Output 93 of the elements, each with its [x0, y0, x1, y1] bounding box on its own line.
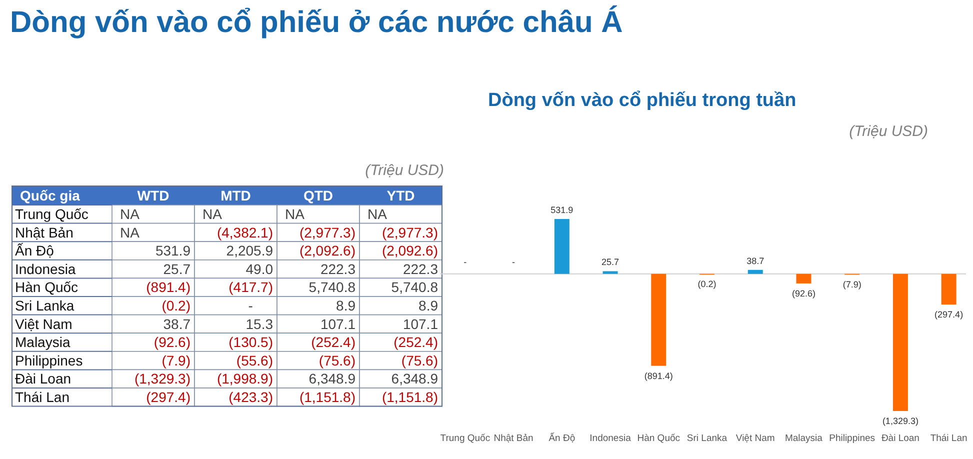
- chart-title: Dòng vốn vào cổ phiếu trong tuần: [488, 90, 796, 111]
- text: NA: [285, 206, 304, 222]
- y-tick-label: Hàn Quốc: [15, 279, 78, 296]
- data-label: (417.7): [228, 279, 273, 296]
- text: -: [464, 256, 467, 267]
- x-tick-label: MTD: [220, 188, 251, 204]
- bar: [892, 274, 908, 411]
- data-label: 8.9: [418, 298, 438, 314]
- data-label: (2,977.3): [382, 224, 438, 240]
- x-tick-label: Thái Lan: [930, 433, 968, 444]
- x-tick-label: Sri Lanka: [686, 433, 728, 444]
- data-label: 531.9: [550, 205, 574, 215]
- text: NA: [368, 206, 387, 222]
- data-label: 49.0: [246, 260, 274, 277]
- y-tick-label: Malaysia: [15, 334, 70, 350]
- data-label: (297.4): [146, 389, 190, 405]
- data-label: (891.4): [644, 370, 673, 381]
- text: -: [512, 256, 516, 267]
- data-label: (1,998.9): [216, 370, 273, 387]
- x-tick-label: QTD: [303, 188, 334, 204]
- text: NA: [202, 206, 222, 222]
- data-label: 25.7: [163, 260, 191, 277]
- y-tick-label: Philippines: [15, 352, 83, 368]
- data-label: 38.7: [746, 256, 764, 266]
- data-label: (7.9): [162, 352, 190, 368]
- data-label: (0.2): [698, 278, 716, 289]
- data-label: (75.6): [318, 352, 356, 368]
- data-label: (1,329.3): [134, 370, 190, 387]
- x-tick-label: Philippines: [829, 433, 876, 444]
- data-label: (1,151.8): [382, 389, 438, 405]
- data-label: (297.4): [934, 310, 964, 320]
- bar: [602, 271, 618, 274]
- text: (Triệu USD): [365, 162, 444, 179]
- bar: [748, 270, 763, 274]
- x-tick-label: Đài Loan: [881, 433, 920, 444]
- data-label: 25.7: [602, 257, 620, 268]
- data-label: 6,348.9: [308, 370, 356, 387]
- data-label: 15.3: [246, 316, 274, 332]
- text: -: [248, 298, 253, 314]
- x-tick-label: Việt Nam: [736, 433, 775, 444]
- bar: [554, 219, 570, 274]
- y-tick-label: Thái Lan: [15, 389, 70, 405]
- data-label: (75.6): [401, 352, 438, 368]
- bar: [941, 274, 956, 305]
- data-label: (130.5): [228, 334, 273, 350]
- data-label: 222.3: [320, 260, 356, 277]
- data-label: 5,740.8: [391, 279, 438, 296]
- y-tick-label: Ấn Độ: [15, 242, 54, 259]
- data-label: (55.6): [236, 352, 273, 368]
- x-tick-label: Ấn Độ: [548, 432, 576, 444]
- data-label: (2,092.6): [299, 242, 356, 259]
- text: (Triệu USD): [849, 123, 928, 140]
- data-label: (252.4): [394, 334, 438, 350]
- data-label: 38.7: [163, 316, 191, 332]
- chart-title: Dòng vốn vào cổ phiếu ở các nước châu Á: [10, 5, 623, 39]
- x-tick-label: YTD: [386, 188, 415, 204]
- x-tick-label: Malaysia: [784, 433, 824, 444]
- y-tick-label: Sri Lanka: [15, 298, 74, 314]
- y-tick-label: Indonesia: [15, 260, 76, 277]
- data-label: 531.9: [155, 242, 191, 259]
- data-label: (92.6): [154, 334, 190, 350]
- x-tick-label: WTD: [137, 188, 170, 204]
- data-label: 107.1: [402, 316, 438, 332]
- text: NA: [120, 224, 140, 240]
- data-label: 222.3: [402, 260, 438, 277]
- data-label: (0.2): [162, 298, 190, 314]
- y-tick-label: Trung Quốc: [15, 206, 88, 222]
- data-label: (7.9): [842, 280, 862, 290]
- data-label: (423.3): [228, 389, 273, 405]
- data-label: (2,092.6): [382, 242, 438, 259]
- y-tick-label: Nhật Bản: [15, 224, 74, 240]
- y-axis-title: Quốc gia: [20, 188, 80, 204]
- data-label: 6,348.9: [391, 370, 438, 387]
- data-label: (891.4): [146, 279, 190, 296]
- data-label: (1,151.8): [299, 389, 356, 405]
- bar: [796, 274, 812, 284]
- data-label: (4,382.1): [216, 224, 273, 240]
- y-tick-label: Đài Loan: [15, 370, 72, 387]
- data-label: 5,740.8: [308, 279, 356, 296]
- data-label: (1,329.3): [882, 416, 918, 426]
- data-label: 8.9: [336, 298, 356, 314]
- y-tick-label: Việt Nam: [15, 316, 72, 332]
- x-tick-label: Hàn Quốc: [637, 433, 680, 444]
- x-tick-label: Indonesia: [590, 433, 632, 444]
- data-label: (92.6): [792, 288, 816, 298]
- x-tick-label: Nhật Bản: [494, 433, 534, 444]
- data-label: 2,205.9: [226, 242, 274, 259]
- text: NA: [120, 206, 140, 222]
- data-label: (252.4): [311, 334, 356, 350]
- bar: [651, 274, 666, 366]
- data-label: (2,977.3): [299, 224, 356, 240]
- x-tick-label: Trung Quốc: [440, 433, 490, 444]
- data-label: 107.1: [320, 316, 356, 332]
